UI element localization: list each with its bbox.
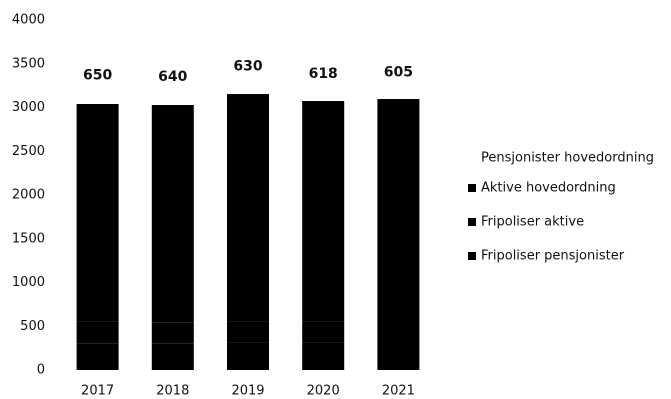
y-tick-label: 3500 bbox=[12, 56, 45, 71]
bar-segment bbox=[377, 46, 420, 100]
bar-segment bbox=[151, 343, 194, 370]
x-tick-label: 2017 bbox=[81, 384, 114, 399]
data-label: 640 bbox=[158, 69, 187, 85]
y-tick-label: 0 bbox=[37, 363, 45, 378]
bar-segment bbox=[227, 321, 269, 343]
legend-marker bbox=[468, 154, 476, 162]
x-tick-label: 2021 bbox=[382, 384, 415, 399]
x-tick-label: 2019 bbox=[231, 384, 264, 399]
x-tick-label: 2020 bbox=[307, 384, 340, 399]
bar-segment bbox=[76, 47, 119, 104]
y-tick-label: 500 bbox=[20, 319, 45, 334]
data-label: 630 bbox=[233, 58, 262, 74]
data-label: 605 bbox=[384, 65, 413, 81]
data-label: 650 bbox=[83, 68, 112, 84]
bar-segment bbox=[151, 48, 194, 105]
bar-segment bbox=[76, 343, 119, 370]
y-tick-label: 2000 bbox=[12, 188, 45, 203]
y-tick-label: 2500 bbox=[12, 144, 45, 159]
y-tick-label: 4000 bbox=[12, 13, 45, 28]
legend-label: Pensjonister hovedordning bbox=[481, 151, 654, 166]
bar-segment bbox=[302, 101, 345, 322]
bar-segment bbox=[302, 321, 345, 343]
bar-segment bbox=[377, 342, 420, 370]
bar-segment bbox=[151, 104, 194, 323]
bar-segment bbox=[227, 94, 269, 322]
y-tick-label: 1000 bbox=[12, 275, 45, 290]
legend-label: Fripoliser pensjonister bbox=[481, 249, 625, 264]
legend-marker bbox=[468, 184, 476, 192]
bar-segment bbox=[227, 342, 269, 370]
bar-segment bbox=[76, 321, 119, 344]
bar-segment bbox=[227, 38, 269, 95]
bar-segment bbox=[302, 342, 345, 370]
y-tick-label: 1500 bbox=[12, 231, 45, 246]
data-label: 618 bbox=[309, 66, 338, 82]
bar-segment bbox=[377, 321, 420, 342]
y-tick-label: 3000 bbox=[12, 100, 45, 115]
x-tick-label: 2018 bbox=[156, 384, 189, 399]
bar-segment bbox=[377, 99, 420, 321]
legend-marker bbox=[468, 252, 476, 260]
legend-label: Fripoliser aktive bbox=[481, 215, 584, 230]
legend-label: Aktive hovedordning bbox=[481, 181, 616, 196]
bar-segment bbox=[302, 46, 345, 102]
bar-segment bbox=[76, 104, 119, 322]
legend-marker bbox=[468, 218, 476, 226]
bar-segment bbox=[151, 322, 194, 344]
